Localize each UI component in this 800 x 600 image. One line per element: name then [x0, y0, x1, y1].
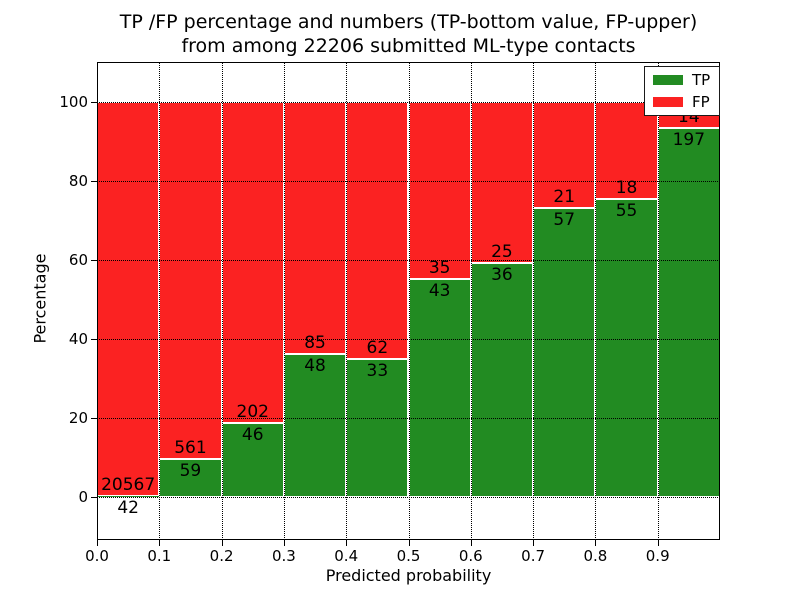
x-tick-mark [470, 540, 472, 546]
bar-fp-segment [408, 101, 471, 279]
bar-tp-segment [159, 458, 222, 497]
x-tick-mark [346, 540, 348, 546]
y-tick-label: 100 [59, 92, 88, 111]
legend-swatch-tp [653, 75, 683, 85]
x-tick-label: 0.9 [645, 547, 670, 565]
x-tick-label: 0.0 [85, 547, 109, 565]
tp-count-label: 43 [428, 280, 451, 301]
x-tick-mark [283, 540, 285, 546]
fp-count-label: 202 [236, 402, 269, 423]
legend-entry-tp: TP [653, 72, 710, 88]
x-tick-label: 0.2 [209, 547, 234, 565]
bar-tp-segment [97, 495, 160, 497]
y-tick-mark [91, 101, 97, 103]
x-tick-label: 0.6 [458, 547, 483, 565]
tp-count-label: 48 [304, 355, 326, 376]
fp-count-label: 18 [615, 177, 638, 198]
x-axis-label: Predicted probability [325, 566, 492, 585]
y-tick-mark [91, 417, 97, 419]
chart-title-line1: TP /FP percentage and numbers (TP-bottom… [119, 11, 698, 33]
fp-count-label: 25 [491, 242, 513, 263]
bar-fp-segment [159, 101, 222, 459]
tp-count-label: 42 [117, 497, 139, 518]
bar-fp-segment [221, 101, 284, 424]
fp-count-label: 62 [366, 338, 389, 359]
x-tick-mark [97, 540, 98, 546]
bar-tp-segment [408, 278, 471, 497]
bar-tp-segment [657, 127, 720, 497]
x-tick-mark [533, 540, 535, 546]
fp-count-label: 85 [304, 332, 326, 353]
tp-count-label: 36 [491, 265, 513, 286]
x-tick-mark [657, 540, 659, 546]
y-tick-mark [91, 259, 97, 261]
tp-count-label: 55 [615, 200, 638, 221]
x-tick-mark [159, 540, 161, 546]
chart-title: TP /FP percentage and numbers (TP-bottom… [97, 10, 720, 58]
y-tick-label: 60 [68, 250, 88, 269]
legend: TP FP [644, 66, 721, 116]
x-tick-label: 0.8 [583, 547, 608, 565]
bar-fp-segment [97, 101, 160, 496]
y-tick-label: 20 [68, 408, 88, 427]
x-tick-mark [221, 540, 223, 546]
x-tick-mark [595, 540, 597, 546]
bar-tp-segment [221, 423, 284, 497]
tp-count-label: 33 [366, 361, 389, 382]
y-tick-mark [91, 338, 97, 340]
legend-swatch-fp [653, 97, 683, 107]
y-tick-mark [91, 180, 97, 182]
bar-tp-segment [470, 263, 534, 497]
tp-count-label: 57 [553, 209, 576, 230]
legend-label-fp: FP [692, 93, 710, 111]
y-axis-label: Percentage [30, 253, 50, 344]
x-tick-label: 0.3 [271, 547, 296, 565]
bar-tp-segment [595, 198, 658, 497]
chart-title-line2: from among 22206 submitted ML-type conta… [181, 35, 636, 57]
bar-fp-segment [283, 101, 347, 354]
y-tick-mark [91, 496, 97, 498]
y-tick-label: 40 [68, 329, 88, 348]
fp-count-label: 20567 [101, 474, 156, 495]
tp-count-label: 46 [241, 425, 264, 446]
bar-fp-segment [346, 101, 409, 360]
legend-entry-fp: FP [653, 94, 710, 110]
fp-count-label: 35 [428, 257, 451, 278]
x-tick-label: 0.4 [334, 547, 359, 565]
y-tick-label: 0 [78, 487, 88, 506]
legend-label-tp: TP [692, 71, 711, 89]
tp-count-label: 59 [179, 460, 202, 481]
bar-tp-segment [283, 353, 347, 497]
fp-count-label: 21 [553, 186, 576, 207]
tp-count-label: 197 [672, 129, 706, 150]
y-tick-label: 80 [68, 171, 88, 190]
x-tick-label: 0.5 [396, 547, 421, 565]
bar-fp-segment [470, 101, 534, 264]
bar-tp-segment [533, 207, 596, 497]
x-tick-label: 0.7 [521, 547, 546, 565]
x-tick-label: 0.1 [147, 547, 172, 565]
fp-count-label: 561 [174, 437, 207, 458]
x-tick-mark [408, 540, 410, 546]
